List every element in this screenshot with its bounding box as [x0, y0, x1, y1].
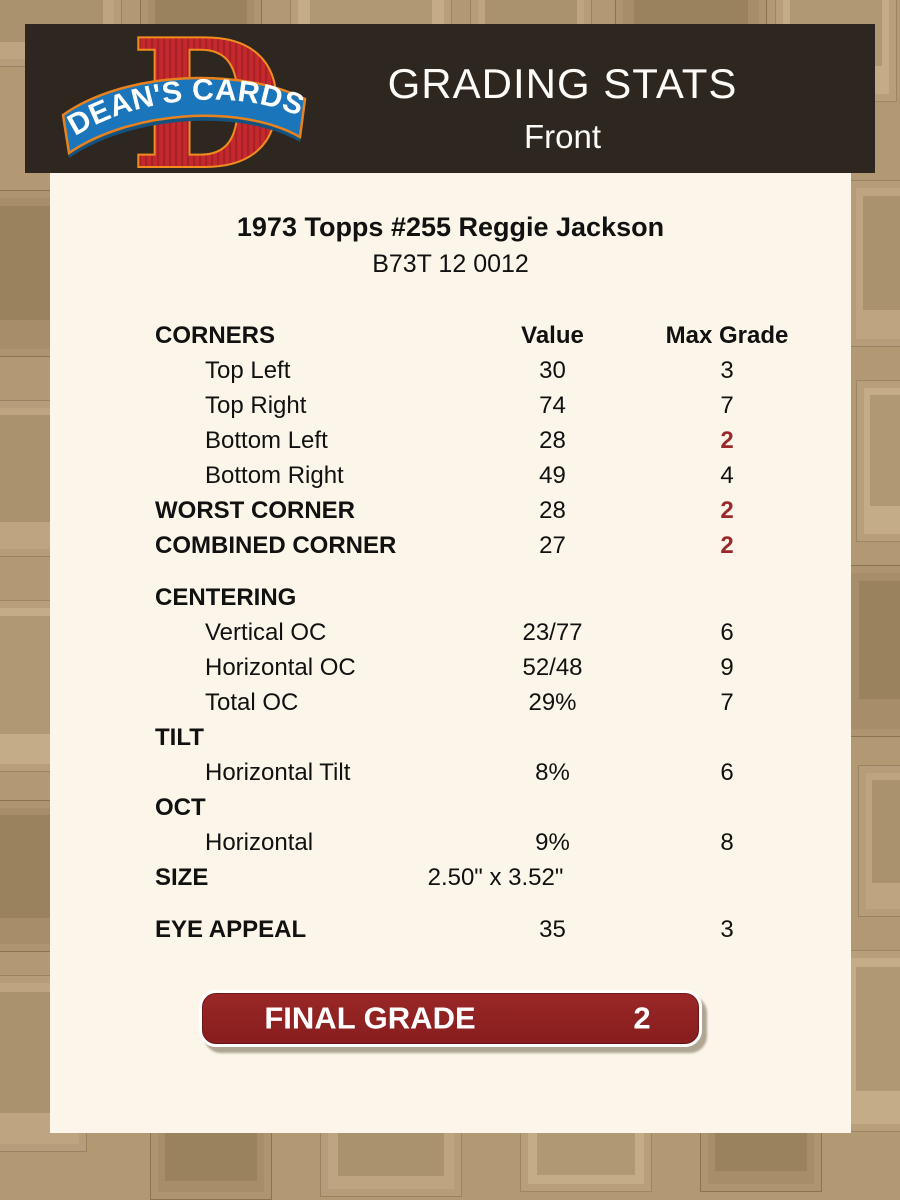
table-row: WORST CORNER 28 2: [155, 493, 800, 528]
header-bar: D DEAN'S CARDS GRADING STATS Front: [25, 24, 875, 174]
table-spacer: [155, 895, 800, 912]
row-label: Horizontal: [205, 828, 314, 856]
row-label: COMBINED CORNER: [155, 531, 397, 559]
row-value: 9%: [535, 828, 570, 856]
row-max-grade: 2: [720, 426, 734, 454]
page-title: GRADING STATS: [387, 60, 738, 107]
row-value: 27: [539, 531, 566, 559]
row-max-grade: 6: [720, 618, 734, 646]
row-label: TILT: [155, 723, 204, 751]
row-max-grade: 8: [720, 828, 734, 856]
row-label: SIZE: [155, 863, 209, 891]
table-row: Bottom Right 49 4: [155, 458, 800, 493]
final-grade-label: FINAL GRADE: [264, 999, 476, 1035]
table-row: CENTERING: [155, 580, 800, 615]
final-grade-button[interactable]: FINAL GRADE 2: [199, 990, 702, 1047]
row-label: CENTERING: [155, 583, 297, 611]
row-label: WORST CORNER: [155, 496, 355, 524]
table-row: Top Left 30 3: [155, 353, 800, 388]
table-row: Total OC 29% 7: [155, 685, 800, 720]
row-max-grade: 2: [720, 531, 734, 559]
row-value: 52/48: [522, 653, 583, 681]
row-value: 8%: [535, 758, 570, 786]
table-row: Vertical OC 23/77 6: [155, 615, 800, 650]
row-max-grade: 6: [720, 758, 734, 786]
stats-panel: 1973 Topps #255 Reggie Jackson B73T 12 0…: [50, 173, 851, 1133]
row-max-grade: 2: [720, 496, 734, 524]
page-subtitle: Front: [523, 118, 602, 155]
row-value: 49: [539, 461, 566, 489]
row-label: EYE APPEAL: [155, 915, 307, 943]
row-max-grade: 4: [720, 461, 734, 489]
row-label: Horizontal OC: [205, 653, 356, 681]
table-row: CORNERS Value Max Grade: [155, 318, 800, 353]
row-label: Top Right: [205, 391, 307, 419]
table-row: Horizontal OC 52/48 9: [155, 650, 800, 685]
grading-table: CORNERS Value Max Grade Top Left 30 3 Top Righ…: [155, 318, 800, 947]
row-max-grade: 3: [720, 356, 734, 384]
row-value: 35: [539, 915, 566, 943]
row-value: 2.50" x 3.52": [427, 863, 564, 891]
final-grade-value: 2: [633, 999, 651, 1035]
row-max-grade: 7: [720, 688, 734, 716]
table-row: Top Right 74 7: [155, 388, 800, 423]
row-label: OCT: [155, 793, 206, 821]
row-value: 74: [539, 391, 566, 419]
row-label: Top Left: [205, 356, 291, 384]
row-label: Horizontal Tilt: [205, 758, 351, 786]
row-value: 29%: [528, 688, 577, 716]
row-max-grade: Max Grade: [665, 321, 789, 349]
row-label: Total OC: [205, 688, 299, 716]
table-row: Bottom Left 28 2: [155, 423, 800, 458]
card-title: 1973 Topps #255 Reggie Jackson: [236, 212, 665, 242]
card-serial-number: B73T 12 0012: [372, 250, 529, 278]
row-value: 28: [539, 496, 566, 524]
deans-cards-logo: D DEAN'S CARDS: [61, 29, 308, 174]
row-label: Vertical OC: [205, 618, 327, 646]
table-row: SIZE 2.50" x 3.52": [155, 860, 800, 895]
table-row: TILT: [155, 720, 800, 755]
row-label: CORNERS: [155, 321, 276, 349]
table-row: COMBINED CORNER 27 2: [155, 528, 800, 563]
row-label: Bottom Right: [205, 461, 344, 489]
table-row: OCT: [155, 790, 800, 825]
row-value: 28: [539, 426, 566, 454]
row-label: Bottom Left: [205, 426, 328, 454]
row-max-grade: 9: [720, 653, 734, 681]
logo-ribbon: [61, 76, 307, 156]
row-max-grade: 7: [720, 391, 734, 419]
row-max-grade: 3: [720, 915, 734, 943]
table-row: Horizontal 9% 8: [155, 825, 800, 860]
table-spacer: [155, 563, 800, 580]
row-value: 30: [539, 356, 566, 384]
table-row: Horizontal Tilt 8% 6: [155, 755, 800, 790]
row-value: Value: [521, 321, 584, 349]
row-value: 23/77: [522, 618, 583, 646]
table-row: EYE APPEAL 35 3: [155, 912, 800, 947]
